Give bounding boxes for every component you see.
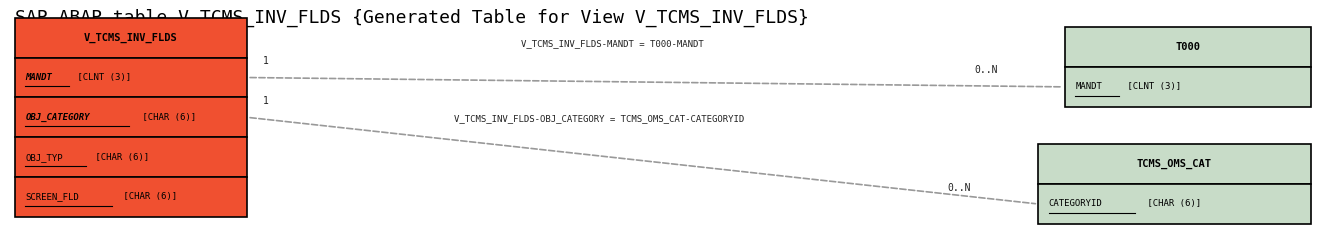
Text: OBJ_CATEGORY: OBJ_CATEGORY bbox=[25, 113, 89, 122]
Text: [CLNT (3)]: [CLNT (3)] bbox=[72, 73, 131, 82]
FancyBboxPatch shape bbox=[1064, 27, 1311, 67]
Text: MANDT: MANDT bbox=[25, 73, 52, 82]
Text: [CLNT (3)]: [CLNT (3)] bbox=[1122, 82, 1181, 91]
FancyBboxPatch shape bbox=[1038, 144, 1311, 184]
Text: 0..N: 0..N bbox=[948, 182, 971, 193]
Text: 1: 1 bbox=[264, 56, 269, 66]
Text: [CHAR (6)]: [CHAR (6)] bbox=[1142, 200, 1201, 209]
FancyBboxPatch shape bbox=[1064, 67, 1311, 107]
Text: V_TCMS_INV_FLDS-MANDT = T000-MANDT: V_TCMS_INV_FLDS-MANDT = T000-MANDT bbox=[521, 39, 705, 48]
Text: [CHAR (6)]: [CHAR (6)] bbox=[91, 153, 149, 162]
FancyBboxPatch shape bbox=[15, 18, 248, 58]
Text: [CHAR (6)]: [CHAR (6)] bbox=[119, 192, 177, 201]
Text: V_TCMS_INV_FLDS-OBJ_CATEGORY = TCMS_OMS_CAT-CATEGORYID: V_TCMS_INV_FLDS-OBJ_CATEGORY = TCMS_OMS_… bbox=[454, 114, 745, 123]
Text: SCREEN_FLD: SCREEN_FLD bbox=[25, 192, 79, 201]
Text: TCMS_OMS_CAT: TCMS_OMS_CAT bbox=[1138, 159, 1212, 169]
Text: V_TCMS_INV_FLDS: V_TCMS_INV_FLDS bbox=[84, 32, 178, 43]
FancyBboxPatch shape bbox=[15, 177, 248, 217]
Text: SAP ABAP table V_TCMS_INV_FLDS {Generated Table for View V_TCMS_INV_FLDS}: SAP ABAP table V_TCMS_INV_FLDS {Generate… bbox=[15, 9, 809, 27]
FancyBboxPatch shape bbox=[1038, 184, 1311, 224]
FancyBboxPatch shape bbox=[15, 58, 248, 97]
Text: [CHAR (6)]: [CHAR (6)] bbox=[137, 113, 196, 122]
Text: T000: T000 bbox=[1175, 42, 1200, 52]
FancyBboxPatch shape bbox=[15, 97, 248, 137]
Text: 1: 1 bbox=[264, 96, 269, 106]
Text: MANDT: MANDT bbox=[1075, 82, 1103, 91]
Text: 0..N: 0..N bbox=[975, 65, 998, 75]
Text: OBJ_TYP: OBJ_TYP bbox=[25, 153, 63, 162]
Text: CATEGORYID: CATEGORYID bbox=[1048, 200, 1103, 209]
FancyBboxPatch shape bbox=[15, 137, 248, 177]
